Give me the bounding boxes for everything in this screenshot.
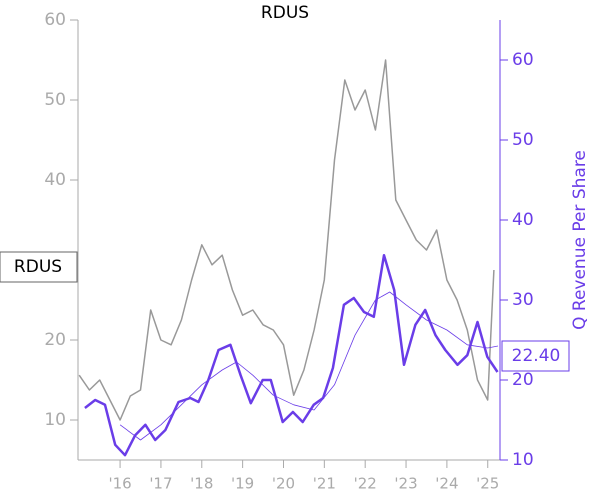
y-tick-label: 50: [44, 90, 66, 110]
series-line: [78, 59, 495, 421]
y2-tick-label: 30: [512, 290, 534, 310]
price-label: RDUS: [14, 257, 62, 277]
x-tick-label: '19: [231, 475, 254, 493]
x-tick-label: '22: [354, 475, 377, 493]
x-tick-label: '16: [108, 475, 131, 493]
y2-tick-label: 40: [512, 210, 534, 230]
chart-title: RDUS: [261, 3, 309, 23]
y2-tick-label: 20: [512, 370, 534, 390]
y2-tick-label: 50: [512, 130, 534, 150]
x-tick-label: '21: [313, 475, 336, 493]
x-tick-label: '24: [435, 475, 458, 493]
x-tick-label: '17: [149, 475, 172, 493]
x-tick-label: '25: [476, 475, 499, 493]
x-tick-label: '23: [394, 475, 417, 493]
series-line: [119, 291, 499, 441]
price-label-box: [0, 251, 78, 283]
y2-axis-label: Q Revenue Per Share: [570, 150, 590, 330]
value-label-box: [501, 340, 570, 372]
series-line: [84, 253, 499, 457]
x-tick-label: '20: [272, 475, 295, 493]
y2-tick-label: 10: [512, 450, 534, 470]
y-tick-label: 60: [44, 10, 66, 30]
y-tick-label: 40: [44, 170, 66, 190]
y2-tick-label: 60: [512, 50, 534, 70]
y-tick-label: 10: [44, 410, 66, 430]
value-label: 22.40: [512, 346, 561, 366]
x-tick-label: '18: [190, 475, 213, 493]
y-tick-label: 20: [44, 330, 66, 350]
